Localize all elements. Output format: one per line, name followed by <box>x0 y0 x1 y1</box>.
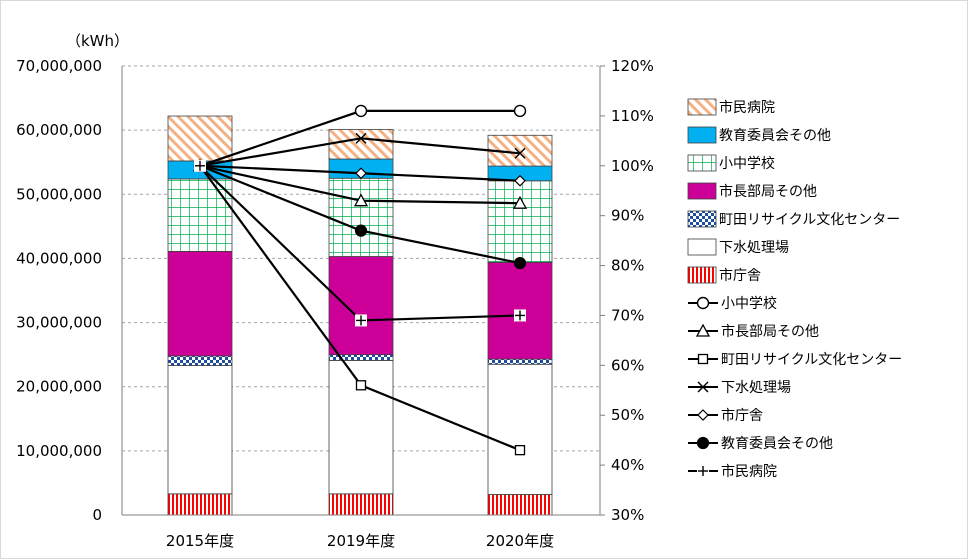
bar-segment <box>328 177 394 257</box>
bar-segment <box>487 180 553 263</box>
legend-label: 市長部局その他 <box>719 183 817 200</box>
x-category-label: 2020年度 <box>486 532 554 550</box>
y-axis-unit-label: （kWh） <box>66 32 129 50</box>
y-left-tick-label: 50,000,000 <box>16 185 102 203</box>
legend-label: 町田リサイクル文化センター <box>721 352 902 368</box>
y-right-tick-label: 60% <box>611 356 644 374</box>
legend-swatch <box>687 126 717 144</box>
line-marker <box>354 224 368 237</box>
line-marker <box>697 465 709 477</box>
legend-label: 市民病院 <box>719 99 775 116</box>
y-left-tick-label: 40,000,000 <box>16 249 102 267</box>
bar-segment <box>487 358 553 365</box>
line-marker <box>355 167 367 180</box>
line-marker <box>512 195 528 209</box>
line-marker <box>695 323 711 337</box>
y-left-tick-label: 30,000,000 <box>16 314 102 332</box>
bar-segment <box>167 178 233 252</box>
line-marker <box>697 353 709 365</box>
legend-label: 教育委員会その他 <box>721 436 833 452</box>
y-left-tick-label: 70,000,000 <box>16 57 102 75</box>
line-marker <box>353 193 369 207</box>
line-marker <box>194 159 206 172</box>
y-left-tick-label: 10,000,000 <box>16 442 102 460</box>
legend: 市民病院教育委員会その他小中学校市長部局その他町田リサイクル文化センター下水処理… <box>687 98 902 480</box>
marker-stroke <box>697 381 709 393</box>
y-right-tick-label: 110% <box>611 107 654 125</box>
y-right-tick-label: 120% <box>611 57 654 75</box>
line-marker <box>513 104 527 118</box>
line-marker <box>354 104 368 118</box>
line-marker <box>514 444 526 456</box>
bar-segment <box>328 493 394 516</box>
legend-label: 市庁舎 <box>719 267 761 284</box>
line-marker <box>514 174 526 187</box>
y-right-tick-label: 90% <box>611 207 644 225</box>
line-marker <box>697 381 709 393</box>
legend-label: 小中学校 <box>721 295 777 312</box>
axes: 0 10,000,000 20,000,000 30,000,000 40,000,00… <box>16 57 654 550</box>
bar-segment <box>167 115 233 162</box>
marker-stroke <box>355 132 367 144</box>
line-marker <box>513 256 527 270</box>
legend-swatch <box>687 238 717 256</box>
legend-swatch <box>687 154 717 172</box>
bar-segment <box>328 256 394 356</box>
line-marker <box>514 147 526 159</box>
y-right-tick-label: 50% <box>611 406 644 424</box>
bar-layer <box>167 115 553 516</box>
bar-segment <box>487 363 553 495</box>
line-marker <box>355 314 367 327</box>
legend-label: 市長部局その他 <box>721 323 819 340</box>
y-right-tick-label: 70% <box>611 306 644 324</box>
bar-segment <box>167 355 233 366</box>
legend-label: 小中学校 <box>719 155 775 172</box>
line-marker <box>355 132 367 144</box>
legend-swatch <box>687 266 717 284</box>
bar-segment <box>487 494 553 516</box>
x-category-label: 2015年度 <box>166 532 234 550</box>
y-left-tick-label: 0 <box>92 506 102 524</box>
x-category-label: 2019年度 <box>327 532 395 550</box>
marker-stroke <box>514 147 526 159</box>
legend-swatch <box>687 182 717 200</box>
bar-segment <box>167 250 233 357</box>
y-left-tick-label: 20,000,000 <box>16 378 102 396</box>
bar-segment <box>167 493 233 516</box>
y-right-tick-label: 30% <box>611 506 644 524</box>
legend-swatch <box>687 210 717 228</box>
legend-label: 市庁舎 <box>721 407 763 424</box>
y-left-tick-label: 60,000,000 <box>16 121 102 139</box>
legend-label: 町田リサイクル文化センター <box>719 212 900 228</box>
line-marker <box>355 380 367 391</box>
y-right-tick-label: 100% <box>611 157 654 175</box>
line-marker <box>697 409 709 421</box>
bar-segment <box>167 365 233 495</box>
line-marker <box>514 309 526 322</box>
legend-label: 市民病院 <box>721 463 777 480</box>
legend-swatch <box>687 98 717 116</box>
legend-label: 教育委員会その他 <box>719 128 831 144</box>
line-marker <box>696 436 710 450</box>
line-layer <box>192 104 528 456</box>
line-marker <box>696 296 710 310</box>
y-right-tick-label: 80% <box>611 257 644 275</box>
legend-label: 下水処理場 <box>719 240 789 256</box>
bar-segment <box>328 129 394 160</box>
y-right-tick-label: 40% <box>611 456 644 474</box>
legend-label: 下水処理場 <box>721 380 791 396</box>
